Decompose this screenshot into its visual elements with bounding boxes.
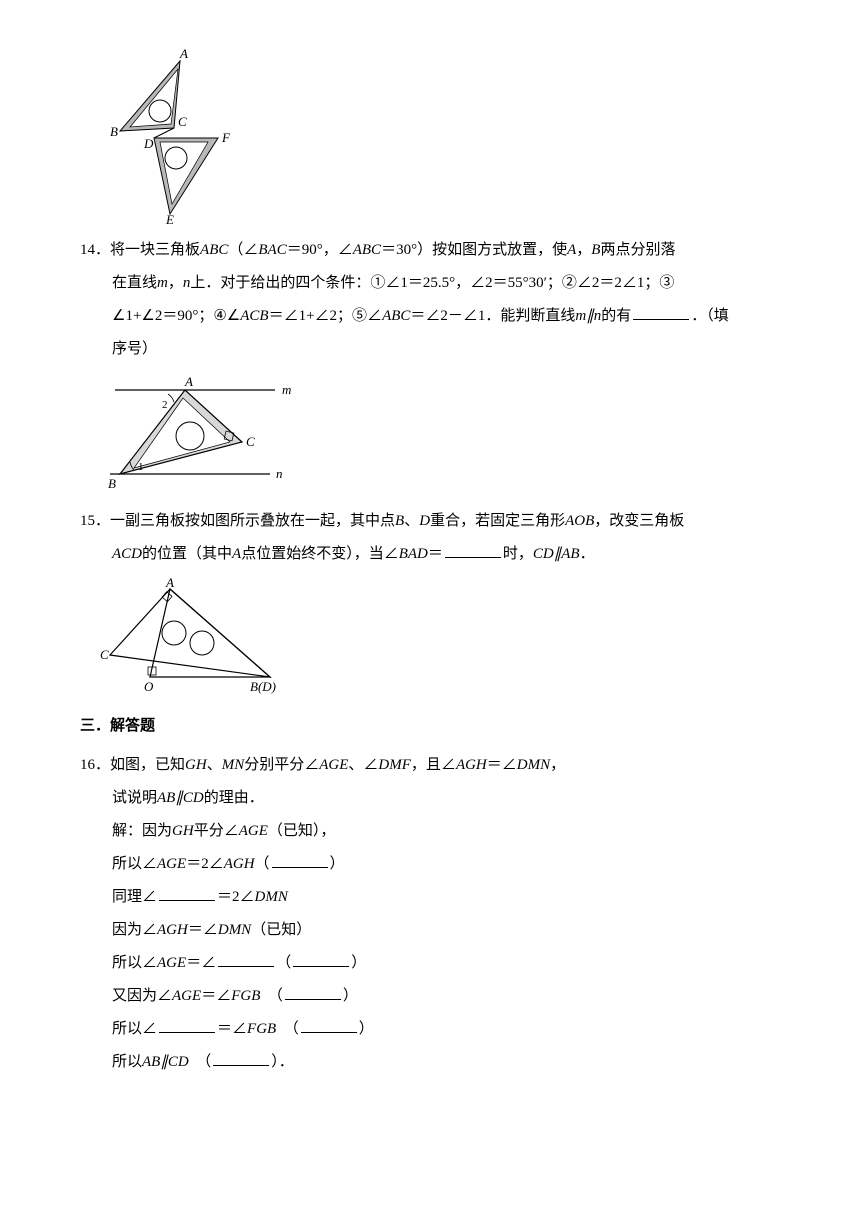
q16-line6: 因为∠AGH＝∠DMN（已知） <box>80 914 785 947</box>
svg-text:n: n <box>276 466 283 481</box>
q16-line7: 所以∠AGE＝∠（） <box>80 947 785 980</box>
q15-figure: A C O B(D) <box>100 577 785 702</box>
q16-blank3 <box>218 952 274 967</box>
q16-line8: 又因为∠AGE＝∠FGB （） <box>80 980 785 1013</box>
q15-line1: 15．一副三角板按如图所示叠放在一起，其中点B、D重合，若固定三角形AOB，改变… <box>80 505 785 538</box>
svg-text:A: A <box>165 577 174 590</box>
svg-text:A: A <box>179 46 188 61</box>
q16-blank1 <box>272 853 328 868</box>
q16-line4: 所以∠AGE＝2∠AGH（） <box>80 848 785 881</box>
q16-line10: 所以AB∥CD （）． <box>80 1046 785 1079</box>
q16-blank2 <box>159 886 215 901</box>
q16-line9: 所以∠＝∠FGB （） <box>80 1013 785 1046</box>
problem-16: 16．如图，已知GH、MN分别平分∠AGE、∠DMF，且∠AGH＝∠DMN， 试… <box>80 749 785 1079</box>
svg-text:B(D): B(D) <box>250 679 276 694</box>
svg-text:D: D <box>143 136 154 151</box>
svg-text:A: A <box>184 374 193 389</box>
q14-blank <box>633 305 689 320</box>
q16-blank7 <box>301 1018 357 1033</box>
q15-line2: ACD的位置（其中A点位置始终不变），当∠BAD＝时，CD∥AB． <box>80 538 785 571</box>
q15-blank <box>445 543 501 558</box>
q13-figure: A B C D F E <box>100 46 785 226</box>
problem-14: 14．将一块三角板ABC（∠BAC＝90°，∠ABC＝30°）按如图方式放置，使… <box>80 234 785 366</box>
problem-15: 15．一副三角板按如图所示叠放在一起，其中点B、D重合，若固定三角形AOB，改变… <box>80 505 785 571</box>
q14-line4: 序号） <box>80 333 785 366</box>
svg-text:1: 1 <box>138 461 144 473</box>
q16-line1: 16．如图，已知GH、MN分别平分∠AGE、∠DMF，且∠AGH＝∠DMN， <box>80 749 785 782</box>
svg-text:C: C <box>246 434 255 449</box>
svg-text:O: O <box>144 679 154 694</box>
svg-text:C: C <box>178 114 187 129</box>
q16-blank8 <box>213 1051 269 1066</box>
q16-line2: 试说明AB∥CD的理由． <box>80 782 785 815</box>
svg-text:m: m <box>282 382 291 397</box>
q16-line5: 同理∠＝2∠DMN <box>80 881 785 914</box>
svg-text:2: 2 <box>162 399 168 411</box>
q14-line3: ∠1+∠2＝90°；④∠ACB＝∠1+∠2；⑤∠ABC＝∠2－∠1．能判断直线m… <box>80 300 785 333</box>
svg-text:F: F <box>221 130 231 145</box>
q16-line3: 解：因为GH平分∠AGE（已知）， <box>80 815 785 848</box>
svg-text:C: C <box>100 647 109 662</box>
svg-text:E: E <box>165 212 174 226</box>
section-3-title: 三．解答题 <box>80 710 785 743</box>
q14-line1: 14．将一块三角板ABC（∠BAC＝90°，∠ABC＝30°）按如图方式放置，使… <box>80 234 785 267</box>
q14-figure: A B C m n 2 1 <box>100 372 785 497</box>
q16-blank6 <box>159 1018 215 1033</box>
q16-blank5 <box>285 985 341 1000</box>
svg-text:B: B <box>108 476 116 491</box>
svg-text:B: B <box>110 124 118 139</box>
q14-line2: 在直线m，n上．对于给出的四个条件：①∠1＝25.5°，∠2＝55°30′；②∠… <box>80 267 785 300</box>
q16-blank4 <box>293 952 349 967</box>
